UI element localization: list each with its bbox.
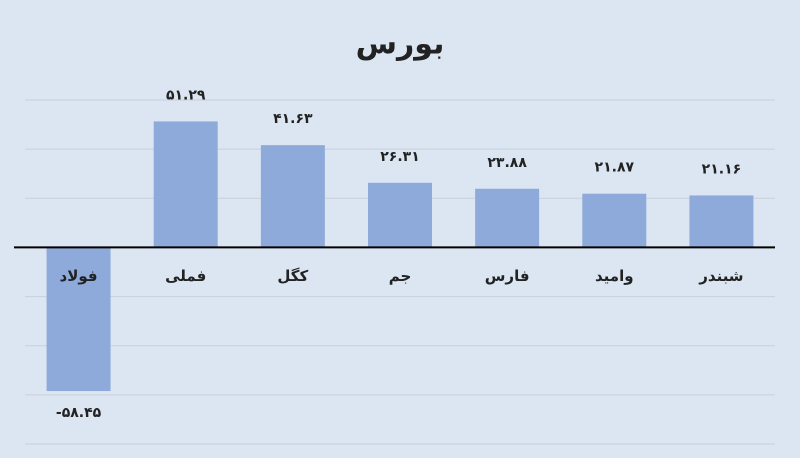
bar [475, 188, 540, 248]
data-label: -۵۸.۴۵ [56, 405, 102, 421]
x-tick-label: وامید [595, 267, 634, 285]
bar [368, 182, 432, 248]
bar [582, 193, 647, 248]
bar [153, 121, 218, 248]
chart-title: بورس [356, 27, 445, 62]
data-label: ۲۱.۸۷ [595, 160, 635, 176]
x-tick-label: جم [389, 267, 412, 285]
x-tick-label: کگل [277, 267, 308, 285]
x-tick-label: فملی [165, 267, 206, 285]
x-tick-label: فولاد [60, 267, 98, 285]
data-label: ۲۳.۸۸ [487, 155, 527, 171]
x-tick-label: فارس [485, 267, 530, 285]
bar [260, 145, 325, 248]
bar [46, 247, 111, 392]
x-tick-label: شبندر [698, 267, 743, 285]
bar [689, 195, 754, 248]
data-label: ۵۱.۲۹ [166, 87, 206, 103]
data-label: ۲۱.۱۶ [702, 161, 742, 177]
data-label: ۴۱.۶۳ [273, 111, 313, 127]
data-label: ۲۶.۳۱ [380, 149, 420, 165]
